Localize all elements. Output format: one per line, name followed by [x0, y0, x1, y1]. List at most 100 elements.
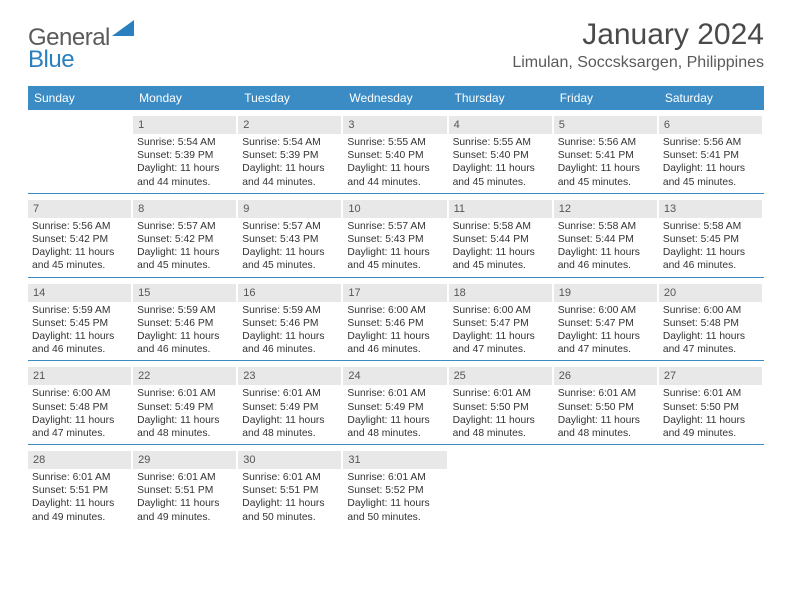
daylight-line-2: and 49 minutes.	[663, 427, 758, 440]
day-number: 9	[238, 200, 341, 218]
day-cell: 24 Sunrise: 6:01 AMSunset: 5:49 PMDayligh…	[343, 367, 448, 442]
day-number: 18	[449, 284, 552, 302]
day-number: 22	[133, 367, 236, 385]
day-number: 16	[238, 284, 341, 302]
sunrise-line: Sunrise: 6:00 AM	[32, 387, 127, 400]
day-number: 12	[554, 200, 657, 218]
day-number: 11	[449, 200, 552, 218]
logo-text: General Blue	[28, 24, 134, 80]
daylight-line-2: and 45 minutes.	[558, 176, 653, 189]
sunrise-line: Sunrise: 6:01 AM	[242, 471, 337, 484]
day-body: Sunrise: 5:57 AMSunset: 5:42 PMDaylight:…	[133, 220, 236, 275]
daylight-line-1: Daylight: 11 hours	[663, 162, 758, 175]
day-body: Sunrise: 6:01 AMSunset: 5:51 PMDaylight:…	[238, 471, 341, 526]
day-body: Sunrise: 6:01 AMSunset: 5:51 PMDaylight:…	[28, 471, 131, 526]
sunset-line: Sunset: 5:48 PM	[32, 401, 127, 414]
day-cell: 18Sunrise: 6:00 AMSunset: 5:47 PMDayligh…	[449, 284, 554, 359]
day-cell	[449, 451, 554, 526]
day-body: Sunrise: 5:58 AMSunset: 5:44 PMDaylight:…	[449, 220, 552, 275]
week-row: 21Sunrise: 6:00 AMSunset: 5:48 PMDayligh…	[28, 367, 764, 445]
daylight-line-1: Daylight: 11 hours	[347, 414, 442, 427]
daylight-line-1: Daylight: 11 hours	[663, 246, 758, 259]
sunset-line: Sunset: 5:41 PM	[663, 149, 758, 162]
weekday-header: Thursday	[449, 86, 554, 110]
day-body: Sunrise: 5:55 AMSunset: 5:40 PMDaylight:…	[343, 136, 446, 191]
daylight-line-2: and 46 minutes.	[663, 259, 758, 272]
day-number: 25	[449, 367, 552, 385]
day-number: 24	[343, 367, 446, 385]
sunrise-line: Sunrise: 6:00 AM	[558, 304, 653, 317]
day-number: 1	[133, 116, 236, 134]
day-body: Sunrise: 6:01 AMSunset: 5:50 PMDaylight:…	[554, 387, 657, 442]
sunset-line: Sunset: 5:47 PM	[558, 317, 653, 330]
page-header: General Blue January 2024 Limulan, Soccs…	[28, 18, 764, 80]
day-body: Sunrise: 5:59 AMSunset: 5:46 PMDaylight:…	[238, 304, 341, 359]
day-cell: 9 Sunrise: 5:57 AMSunset: 5:43 PMDaylight…	[238, 200, 343, 275]
daylight-line-2: and 45 minutes.	[453, 259, 548, 272]
daylight-line-2: and 44 minutes.	[347, 176, 442, 189]
day-number: 6	[659, 116, 762, 134]
sunrise-line: Sunrise: 6:00 AM	[453, 304, 548, 317]
sunrise-line: Sunrise: 6:01 AM	[453, 387, 548, 400]
daylight-line-1: Daylight: 11 hours	[137, 330, 232, 343]
day-number: 29	[133, 451, 236, 469]
daylight-line-2: and 50 minutes.	[347, 511, 442, 524]
sunrise-line: Sunrise: 5:56 AM	[32, 220, 127, 233]
sunrise-line: Sunrise: 6:01 AM	[347, 387, 442, 400]
daylight-line-1: Daylight: 11 hours	[32, 414, 127, 427]
sunrise-line: Sunrise: 5:56 AM	[663, 136, 758, 149]
daylight-line-1: Daylight: 11 hours	[453, 414, 548, 427]
weekday-header: Saturday	[659, 86, 764, 110]
sunrise-line: Sunrise: 6:01 AM	[242, 387, 337, 400]
day-body: Sunrise: 5:57 AMSunset: 5:43 PMDaylight:…	[238, 220, 341, 275]
day-cell: 2Sunrise: 5:54 AMSunset: 5:39 PMDaylight…	[238, 116, 343, 191]
weekday-header: Tuesday	[238, 86, 343, 110]
sunrise-line: Sunrise: 5:57 AM	[347, 220, 442, 233]
day-body: Sunrise: 5:58 AMSunset: 5:44 PMDaylight:…	[554, 220, 657, 275]
daylight-line-2: and 45 minutes.	[453, 176, 548, 189]
sunrise-line: Sunrise: 5:54 AM	[242, 136, 337, 149]
day-body: Sunrise: 6:01 AMSunset: 5:50 PMDaylight:…	[449, 387, 552, 442]
sunset-line: Sunset: 5:49 PM	[347, 401, 442, 414]
day-body: Sunrise: 5:59 AMSunset: 5:45 PMDaylight:…	[28, 304, 131, 359]
daylight-line-1: Daylight: 11 hours	[137, 414, 232, 427]
weekday-header-row: Sunday Monday Tuesday Wednesday Thursday…	[28, 86, 764, 110]
day-cell	[28, 116, 133, 191]
daylight-line-1: Daylight: 11 hours	[453, 162, 548, 175]
daylight-line-2: and 45 minutes.	[663, 176, 758, 189]
day-body: Sunrise: 6:00 AMSunset: 5:48 PMDaylight:…	[659, 304, 762, 359]
day-body: Sunrise: 6:01 AMSunset: 5:49 PMDaylight:…	[133, 387, 236, 442]
day-cell: 20Sunrise: 6:00 AMSunset: 5:48 PMDayligh…	[659, 284, 764, 359]
daylight-line-1: Daylight: 11 hours	[32, 497, 127, 510]
daylight-line-1: Daylight: 11 hours	[453, 330, 548, 343]
day-body: Sunrise: 6:01 AMSunset: 5:52 PMDaylight:…	[343, 471, 446, 526]
daylight-line-1: Daylight: 11 hours	[347, 162, 442, 175]
sunset-line: Sunset: 5:49 PM	[137, 401, 232, 414]
daylight-line-1: Daylight: 11 hours	[242, 414, 337, 427]
day-number: 4	[449, 116, 552, 134]
logo-triangle-icon	[112, 20, 134, 41]
daylight-line-1: Daylight: 11 hours	[558, 246, 653, 259]
day-cell: 4Sunrise: 5:55 AMSunset: 5:40 PMDaylight…	[449, 116, 554, 191]
day-cell: 26Sunrise: 6:01 AMSunset: 5:50 PMDayligh…	[554, 367, 659, 442]
daylight-line-2: and 48 minutes.	[558, 427, 653, 440]
daylight-line-2: and 45 minutes.	[137, 259, 232, 272]
sunrise-line: Sunrise: 5:58 AM	[663, 220, 758, 233]
weekday-header: Sunday	[28, 86, 133, 110]
sunrise-line: Sunrise: 6:01 AM	[137, 387, 232, 400]
day-cell: 12 Sunrise: 5:58 AMSunset: 5:44 PMDayligh…	[554, 200, 659, 275]
sunset-line: Sunset: 5:46 PM	[137, 317, 232, 330]
sunset-line: Sunset: 5:42 PM	[137, 233, 232, 246]
sunrise-line: Sunrise: 5:58 AM	[558, 220, 653, 233]
day-cell: 5Sunrise: 5:56 AMSunset: 5:41 PMDaylight…	[554, 116, 659, 191]
day-body: Sunrise: 5:54 AMSunset: 5:39 PMDaylight:…	[133, 136, 236, 191]
daylight-line-2: and 47 minutes.	[558, 343, 653, 356]
sunrise-line: Sunrise: 5:58 AM	[453, 220, 548, 233]
day-cell: 22 Sunrise: 6:01 AMSunset: 5:49 PMDayligh…	[133, 367, 238, 442]
sunset-line: Sunset: 5:48 PM	[663, 317, 758, 330]
weekday-header: Wednesday	[343, 86, 448, 110]
daylight-line-1: Daylight: 11 hours	[663, 414, 758, 427]
daylight-line-2: and 48 minutes.	[137, 427, 232, 440]
day-cell	[659, 451, 764, 526]
month-title: January 2024	[512, 18, 764, 52]
